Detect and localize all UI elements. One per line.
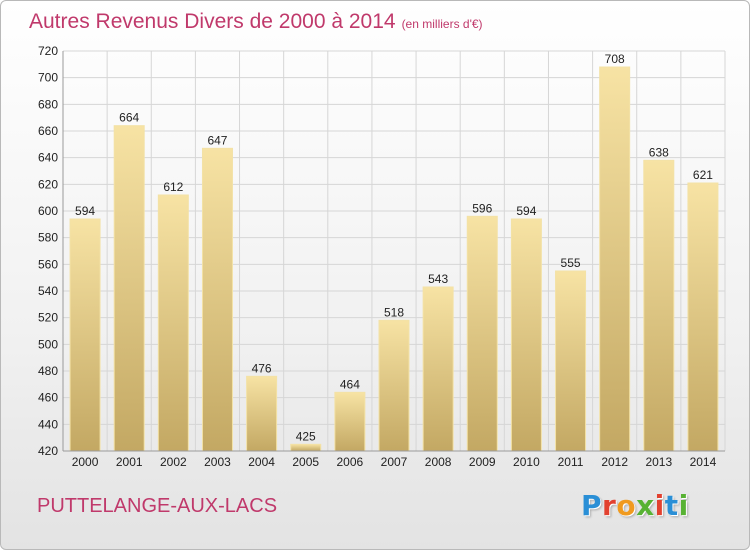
bars — [69, 66, 719, 452]
x-tick-label: 2010 — [513, 455, 540, 469]
y-tick-label: 540 — [38, 284, 58, 298]
y-tick-label: 500 — [38, 337, 58, 351]
x-tick-label: 2001 — [116, 455, 143, 469]
value-label: 596 — [472, 201, 492, 215]
bar-2002 — [157, 194, 189, 452]
bar-2014 — [687, 182, 719, 452]
y-tick-label: 680 — [38, 97, 58, 111]
y-tick-label: 460 — [38, 391, 58, 405]
x-tick-label: 2005 — [292, 455, 319, 469]
value-label: 555 — [561, 256, 581, 270]
x-tick-label: 2011 — [558, 455, 584, 469]
x-tick-label: 2004 — [248, 455, 275, 469]
x-tick-label: 2013 — [645, 455, 672, 469]
bar-2008 — [422, 286, 454, 452]
value-label: 638 — [649, 145, 669, 159]
logo-letter: r — [602, 489, 617, 522]
chart-title: Autres Revenus Divers de 2000 à 2014 (en … — [29, 10, 483, 34]
bar-2000 — [69, 218, 101, 452]
x-tick-label: 2009 — [469, 455, 496, 469]
y-tick-label: 700 — [38, 71, 58, 85]
proxiti-logo[interactable]: Proxiti — [581, 489, 689, 522]
value-label: 464 — [340, 377, 360, 391]
logo-letter: P — [581, 489, 603, 522]
location-name: PUTTELANGE-AUX-LACS — [37, 495, 278, 517]
data-labels: 594 664 612 647 476 425 464 518 543 596 594 555 708 6… — [75, 52, 713, 443]
value-label: 708 — [605, 52, 625, 66]
bar-2012 — [599, 66, 631, 452]
x-tick-label: 2006 — [337, 455, 364, 469]
title-unit: (en milliers d'€) — [401, 17, 483, 31]
value-label: 594 — [75, 204, 95, 218]
y-tick-label: 520 — [38, 311, 58, 325]
axes: 420 440 460 480 500 520 540 560 580 600 620 640 660 6… — [38, 44, 725, 469]
bar-2013 — [643, 159, 675, 452]
x-tick-label: 2002 — [160, 455, 187, 469]
value-label: 664 — [119, 111, 139, 125]
value-label: 425 — [296, 429, 316, 443]
value-label: 543 — [428, 272, 448, 286]
value-label: 647 — [207, 133, 227, 147]
bar-2005 — [290, 443, 322, 452]
bar-2004 — [246, 375, 278, 452]
y-tick-label: 620 — [38, 177, 58, 191]
x-tick-label: 2003 — [204, 455, 231, 469]
x-tick-label: 2000 — [72, 455, 99, 469]
y-tick-label: 720 — [38, 44, 58, 58]
value-label: 594 — [516, 204, 536, 218]
x-tick-label: 2012 — [601, 455, 628, 469]
logo-letter: o — [616, 489, 637, 522]
bar-2003 — [201, 147, 233, 452]
y-tick-label: 600 — [38, 204, 58, 218]
x-tick-label: 2007 — [381, 455, 408, 469]
value-label: 612 — [163, 180, 183, 194]
y-tick-label: 440 — [38, 417, 58, 431]
bar-2010 — [510, 218, 542, 452]
title-text: Autres Revenus Divers de 2000 à 2014 — [29, 10, 396, 33]
x-tick-label: 2014 — [690, 455, 717, 469]
bar-2007 — [378, 319, 410, 452]
y-tick-label: 660 — [38, 124, 58, 138]
logo-letter: t — [664, 489, 679, 522]
y-tick-label: 420 — [38, 444, 58, 458]
x-tick-label: 2008 — [425, 455, 452, 469]
value-label: 518 — [384, 305, 404, 319]
logo-letter: i — [678, 489, 689, 522]
y-tick-label: 580 — [38, 231, 58, 245]
y-tick-label: 640 — [38, 151, 58, 165]
logo-letter: x — [636, 489, 655, 522]
y-tick-label: 480 — [38, 364, 58, 378]
bar-2011 — [555, 270, 587, 452]
bar-2006 — [334, 391, 366, 452]
bar-2009 — [466, 215, 498, 452]
logo-letter: i — [654, 489, 665, 522]
y-tick-label: 560 — [38, 257, 58, 271]
bar-2001 — [113, 125, 145, 452]
value-label: 476 — [252, 361, 272, 375]
value-label: 621 — [693, 168, 713, 182]
